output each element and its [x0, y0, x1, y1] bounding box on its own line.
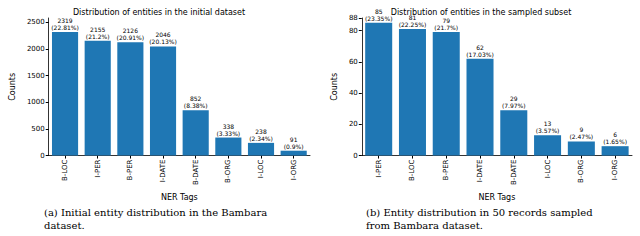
- svg-text:Distribution of entities in th: Distribution of entities in the initial …: [73, 8, 245, 17]
- svg-text:88: 88: [349, 14, 358, 22]
- svg-text:(20.91%): (20.91%): [117, 34, 145, 41]
- svg-text:40: 40: [349, 89, 358, 97]
- svg-text:2319: 2319: [57, 17, 72, 24]
- svg-text:(2.34%): (2.34%): [249, 135, 273, 142]
- svg-text:0: 0: [353, 152, 357, 160]
- svg-text:B-DATE: B-DATE: [510, 160, 518, 186]
- svg-text:238: 238: [255, 128, 267, 135]
- svg-text:2046: 2046: [155, 31, 170, 38]
- svg-text:I-PER: I-PER: [375, 159, 383, 177]
- svg-text:0: 0: [40, 152, 44, 160]
- svg-text:(1.65%): (1.65%): [603, 138, 627, 145]
- svg-text:20: 20: [349, 120, 358, 128]
- svg-text:80: 80: [349, 27, 358, 35]
- svg-text:79: 79: [442, 17, 450, 24]
- svg-text:I-ORG: I-ORG: [290, 160, 298, 181]
- svg-text:I-LOC: I-LOC: [544, 159, 552, 178]
- svg-text:I-DATE: I-DATE: [159, 160, 167, 183]
- svg-text:Counts: Counts: [330, 73, 339, 101]
- svg-text:B-ORG: B-ORG: [224, 160, 232, 183]
- svg-text:(3.33%): (3.33%): [216, 130, 240, 137]
- svg-text:(3.57%): (3.57%): [536, 127, 560, 134]
- svg-text:85: 85: [375, 8, 383, 15]
- svg-text:81: 81: [408, 13, 417, 21]
- svg-text:9: 9: [579, 126, 583, 133]
- svg-text:I-ORG: I-ORG: [611, 160, 619, 181]
- svg-text:(7.97%): (7.97%): [502, 102, 526, 109]
- svg-text:852: 852: [190, 95, 202, 102]
- svg-text:2000: 2000: [27, 45, 45, 53]
- svg-text:(17.03%): (17.03%): [466, 51, 494, 58]
- svg-text:2126: 2126: [123, 27, 138, 34]
- svg-text:(20.13%): (20.13%): [149, 38, 177, 45]
- svg-text:I-PER: I-PER: [94, 159, 102, 177]
- svg-text:(0.9%): (0.9%): [284, 143, 304, 150]
- svg-text:B-PER: B-PER: [442, 159, 450, 180]
- svg-text:NER Tags: NER Tags: [161, 193, 198, 202]
- svg-text:(22.25%): (22.25%): [399, 21, 427, 28]
- svg-text:500: 500: [31, 125, 44, 133]
- svg-text:B-LOC: B-LOC: [61, 159, 69, 180]
- svg-text:I-DATE: I-DATE: [476, 160, 484, 183]
- svg-text:B-ORG: B-ORG: [577, 160, 585, 183]
- html-text:(a) Initial entity distributio: (a) Initial entity distribution in the B…: [44, 207, 268, 231]
- svg-text:2500: 2500: [27, 18, 45, 26]
- svg-text:91: 91: [290, 136, 298, 143]
- html-text:(b) Entity distribution in 50: (b) Entity distribution in 50 records sa…: [366, 207, 593, 231]
- svg-text:Distribution of entities in th: Distribution of entities in the sampled …: [391, 8, 572, 17]
- svg-text:(21.7%): (21.7%): [434, 24, 458, 31]
- svg-text:B-PER: B-PER: [126, 159, 134, 180]
- svg-text:2155: 2155: [90, 26, 105, 33]
- svg-text:13: 13: [544, 120, 552, 127]
- svg-text:6: 6: [613, 131, 617, 138]
- svg-text:(8.38%): (8.38%): [184, 102, 208, 109]
- svg-text:(21.2%): (21.2%): [86, 33, 110, 40]
- svg-text:(2.47%): (2.47%): [569, 133, 593, 140]
- svg-text:1500: 1500: [27, 72, 45, 80]
- svg-text:60: 60: [349, 58, 358, 66]
- svg-text:NER Tags: NER Tags: [478, 193, 515, 202]
- svg-text:B-DATE: B-DATE: [192, 160, 200, 186]
- svg-text:338: 338: [223, 123, 235, 130]
- svg-text:62: 62: [476, 44, 484, 51]
- svg-text:I-LOC: I-LOC: [257, 159, 265, 178]
- svg-text:B-LOC: B-LOC: [408, 159, 416, 180]
- svg-text:(23.35%): (23.35%): [365, 15, 393, 22]
- svg-text:Counts: Counts: [8, 73, 17, 101]
- svg-text:29: 29: [510, 95, 518, 102]
- svg-text:(22.81%): (22.81%): [51, 24, 79, 31]
- svg-text:1000: 1000: [27, 98, 45, 106]
